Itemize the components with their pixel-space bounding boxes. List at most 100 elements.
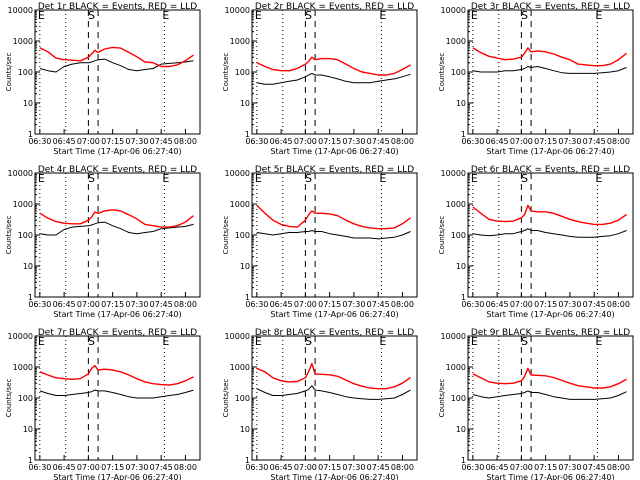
marker-label: E xyxy=(471,172,478,185)
x-tick-label: 07:30 xyxy=(125,463,148,472)
x-axis-label: Start Time (17-Apr-06 06:27:40) xyxy=(486,473,614,480)
marker-label: E xyxy=(255,9,262,22)
panel-title: Det 3r BLACK = Events, RED = LLD xyxy=(471,2,630,12)
marker-label: S xyxy=(305,9,312,22)
y-tick-label: 1000 xyxy=(13,200,33,209)
y-tick-label: 10000 xyxy=(441,6,466,15)
marker-label: E xyxy=(595,335,602,348)
x-tick-label: 07:00 xyxy=(510,137,533,146)
marker-label: E xyxy=(595,172,602,185)
series-line-lld xyxy=(472,47,627,67)
x-tick-label: 06:45 xyxy=(486,137,509,146)
y-tick-label: 1 xyxy=(28,456,33,465)
x-tick-label: 06:30 xyxy=(28,463,51,472)
y-axis-label: Counts/sec xyxy=(5,53,13,92)
x-tick-label: 07:00 xyxy=(77,463,100,472)
series-line-lld xyxy=(256,362,411,390)
y-tick-label: 1000 xyxy=(13,37,33,46)
x-tick-label: 07:30 xyxy=(342,463,365,472)
y-tick-label: 10 xyxy=(240,425,250,434)
y-axis-label: Counts/sec xyxy=(5,216,13,255)
x-tick-label: 06:45 xyxy=(486,300,509,309)
x-tick-label: 07:00 xyxy=(77,137,100,146)
marker-label: S xyxy=(88,9,95,22)
x-tick-label: 06:30 xyxy=(245,300,268,309)
x-tick-label: 08:00 xyxy=(607,463,630,472)
series-line-lld xyxy=(39,209,194,228)
x-tick-label: 07:15 xyxy=(101,300,124,309)
x-tick-label: 06:45 xyxy=(270,300,293,309)
y-tick-label: 1 xyxy=(245,130,250,139)
x-tick-label: 07:45 xyxy=(150,300,173,309)
x-tick-label: 07:00 xyxy=(294,463,317,472)
y-tick-label: 10000 xyxy=(441,169,466,178)
marker-label: S xyxy=(305,172,312,185)
series-line-lld xyxy=(39,46,194,68)
series-line-lld xyxy=(472,204,627,226)
plot-frame xyxy=(251,9,418,135)
y-axis-label: Counts/sec xyxy=(5,379,13,418)
y-tick-label: 100 xyxy=(18,231,33,240)
y-axis-label: Counts/sec xyxy=(438,53,446,92)
y-tick-label: 10000 xyxy=(225,6,250,15)
x-tick-label: 06:30 xyxy=(461,300,484,309)
marker-label: E xyxy=(162,9,169,22)
x-tick-label: 07:15 xyxy=(318,137,341,146)
x-tick-label: 07:15 xyxy=(534,300,557,309)
y-tick-label: 100 xyxy=(235,231,250,240)
y-tick-label: 10 xyxy=(23,425,33,434)
y-tick-label: 10 xyxy=(456,262,466,271)
x-tick-label: 08:00 xyxy=(391,300,414,309)
x-axis-label: Start Time (17-Apr-06 06:27:40) xyxy=(486,147,614,156)
x-tick-label: 07:00 xyxy=(510,300,533,309)
y-tick-label: 1 xyxy=(461,293,466,302)
y-tick-label: 100 xyxy=(451,68,466,77)
x-tick-label: 07:45 xyxy=(150,463,173,472)
series-line-lld xyxy=(256,56,411,76)
x-tick-label: 08:00 xyxy=(607,137,630,146)
y-tick-label: 10000 xyxy=(441,332,466,341)
marker-label: E xyxy=(38,9,45,22)
y-tick-label: 1 xyxy=(245,293,250,302)
series-line-events xyxy=(39,221,194,236)
x-tick-label: 07:00 xyxy=(510,463,533,472)
x-tick-label: 08:00 xyxy=(174,300,197,309)
y-tick-label: 10000 xyxy=(8,332,33,341)
x-tick-label: 06:30 xyxy=(245,137,268,146)
x-tick-label: 06:30 xyxy=(245,463,268,472)
x-tick-label: 07:45 xyxy=(367,300,390,309)
x-tick-label: 07:30 xyxy=(558,137,581,146)
marker-label: S xyxy=(521,335,528,348)
x-tick-label: 07:30 xyxy=(342,300,365,309)
series-line-events xyxy=(256,72,411,85)
series-line-events xyxy=(472,66,627,74)
marker-label: E xyxy=(162,172,169,185)
panel-title: Det 5r BLACK = Events, RED = LLD xyxy=(255,165,414,175)
y-tick-label: 1000 xyxy=(13,363,33,372)
y-tick-label: 1 xyxy=(245,456,250,465)
x-tick-label: 06:30 xyxy=(28,137,51,146)
x-tick-label: 07:45 xyxy=(150,137,173,146)
x-tick-label: 07:30 xyxy=(558,463,581,472)
y-tick-label: 1 xyxy=(28,293,33,302)
x-tick-label: 08:00 xyxy=(391,137,414,146)
marker-label: E xyxy=(471,9,478,22)
series-line-events xyxy=(472,228,627,238)
y-tick-label: 1 xyxy=(461,456,466,465)
marker-label: E xyxy=(38,172,45,185)
x-tick-label: 06:45 xyxy=(53,463,76,472)
y-tick-label: 10000 xyxy=(8,6,33,15)
panel-title: Det 7r BLACK = Events, RED = LLD xyxy=(38,328,197,338)
x-tick-label: 06:45 xyxy=(270,137,293,146)
x-tick-label: 08:00 xyxy=(391,463,414,472)
x-tick-label: 06:45 xyxy=(486,463,509,472)
y-axis-label: Counts/sec xyxy=(222,379,230,418)
y-axis-label: Counts/sec xyxy=(222,216,230,255)
x-tick-label: 08:00 xyxy=(174,137,197,146)
marker-label: E xyxy=(162,335,169,348)
